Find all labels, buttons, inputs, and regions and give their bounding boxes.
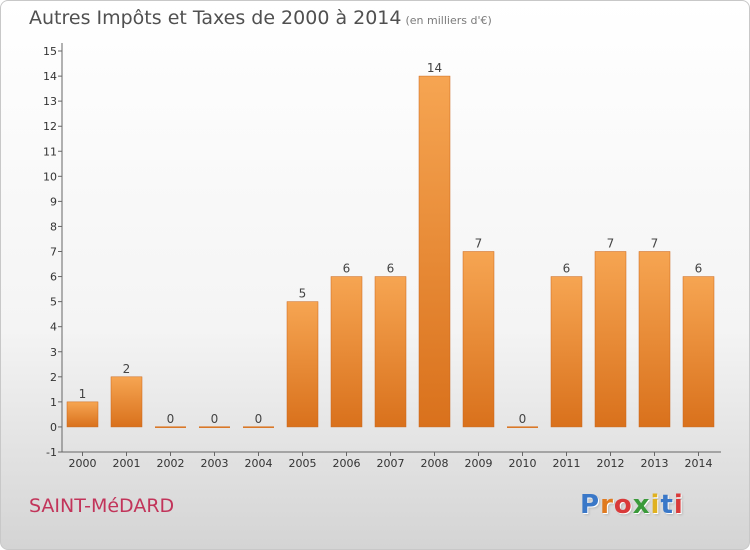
y-tick-label: 7 [50,246,57,259]
bar[interactable] [155,426,186,428]
bar[interactable] [199,426,230,428]
x-tick-label: 2004 [245,457,273,470]
bars [66,75,715,428]
x-tick-label: 2007 [377,457,405,470]
bar-value-label: 6 [387,262,395,276]
bar-value-label: 5 [299,287,307,301]
bar[interactable] [330,276,363,428]
bar[interactable] [638,251,671,428]
bar[interactable] [110,376,143,428]
bar-value-label: 0 [519,412,527,426]
bar[interactable] [462,251,495,428]
y-tick-label: 5 [50,296,57,309]
bar[interactable] [550,276,583,428]
bar-value-label: 1 [79,387,87,401]
logo-letter: i [673,490,684,520]
chart-title-text: Autres Impôts et Taxes de 2000 à 2014 [29,7,402,29]
bar-value-label: 14 [427,61,442,75]
x-tick-label: 2009 [465,457,493,470]
y-tick-label: 14 [43,70,57,83]
bar-value-label: 0 [167,412,175,426]
bar[interactable] [418,75,451,428]
y-tick-label: 11 [43,145,57,158]
x-tick-label: 2002 [157,457,185,470]
y-tick-label: 3 [50,346,57,359]
x-tick-label: 2010 [509,457,537,470]
bar-value-label: 0 [255,412,263,426]
y-tick-label: 6 [50,271,57,284]
x-tick-label: 2014 [685,457,713,470]
y-tick-label: 2 [50,371,57,384]
commune-name: SAINT-MéDARD [29,495,175,517]
x-tick-label: 2000 [69,457,97,470]
bar-value-label: 7 [607,237,615,251]
logo-letter: x [632,490,651,520]
y-tick-label: 8 [50,220,57,233]
logo-letter: t [660,490,674,520]
logo-letter: P [580,490,601,520]
y-tick-label: 13 [43,95,57,108]
x-tick-label: 2001 [113,457,141,470]
bar-value-label: 7 [651,237,659,251]
bar[interactable] [374,276,407,428]
y-tick-label: 0 [50,421,57,434]
bar[interactable] [682,276,715,428]
bar[interactable] [66,401,99,428]
x-axis: 2000 2001 2002 2003 2004 2005 2006 2007 2008 2009… [62,451,721,470]
bar-value-label: 2 [123,362,131,376]
bar-value-label: 7 [475,237,483,251]
data-labels: 1 2 0 0 0 5 6 6 14 7 0 6 7 7 6 [79,61,703,426]
x-tick-label: 2011 [553,457,581,470]
bar[interactable] [286,301,319,428]
bar[interactable] [507,426,538,428]
y-tick-label: 9 [50,195,57,208]
y-tick-label: 4 [50,321,57,334]
x-tick-label: 2012 [597,457,625,470]
bar-value-label: 6 [695,262,703,276]
proxiti-logo[interactable]: Proxiti [580,490,684,520]
logo-letter: r [600,490,614,520]
x-tick-label: 2008 [421,457,449,470]
x-tick-label: 2006 [333,457,361,470]
logo-letter: o [613,490,633,520]
logo-letter: i [650,490,661,520]
x-tick-label: 2003 [201,457,229,470]
y-tick-label: 10 [43,170,57,183]
y-tick-label: -1 [46,446,57,459]
y-tick-label: 15 [43,45,57,58]
chart-subtitle: (en milliers d'€) [405,14,492,27]
bar-value-label: 0 [211,412,219,426]
bar-value-label: 6 [563,262,571,276]
x-tick-label: 2013 [641,457,669,470]
chart-title: Autres Impôts et Taxes de 2000 à 2014 (en… [29,7,492,29]
bar-value-label: 6 [343,262,351,276]
bar[interactable] [594,251,627,428]
x-tick-label: 2005 [289,457,317,470]
y-tick-label: 12 [43,120,57,133]
bar[interactable] [243,426,274,428]
y-tick-label: 1 [50,396,57,409]
